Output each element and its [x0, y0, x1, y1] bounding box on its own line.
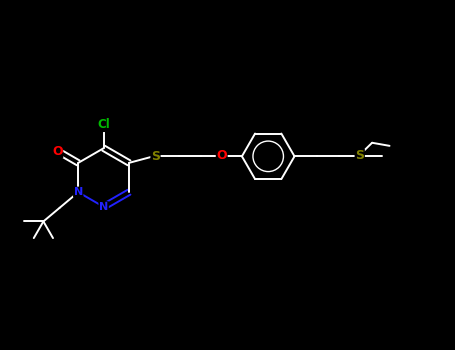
Text: N: N [99, 202, 108, 212]
Text: N: N [74, 187, 83, 197]
Text: Cl: Cl [97, 118, 110, 132]
Text: O: O [217, 149, 227, 162]
Text: S: S [355, 149, 364, 162]
Text: O: O [52, 145, 63, 158]
Text: S: S [151, 150, 160, 163]
